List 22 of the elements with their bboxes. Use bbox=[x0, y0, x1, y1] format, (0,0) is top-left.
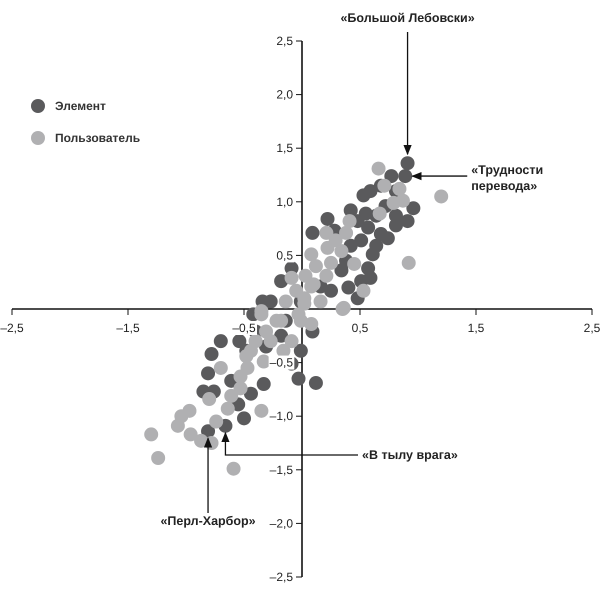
y-tick-label: –1,0 bbox=[270, 409, 294, 424]
annotation: «Большой Лебовски» bbox=[340, 11, 475, 25]
y-tick-label: –0,5 bbox=[270, 356, 294, 370]
y-tick-label: –1,5 bbox=[270, 462, 294, 477]
legend-label: Элемент bbox=[55, 99, 106, 113]
y-tick-label: 1,0 bbox=[276, 194, 294, 209]
y-tick-label: 2,5 bbox=[276, 34, 294, 48]
x-tick-label: –0,5 bbox=[232, 321, 256, 335]
x-tick-label: 2,5 bbox=[584, 321, 600, 335]
x-tick-label: –1,5 bbox=[116, 321, 140, 335]
y-tick-label: 1,5 bbox=[276, 141, 294, 156]
y-tick-label: –2,0 bbox=[270, 516, 294, 530]
x-tick-label: –2,5 bbox=[0, 321, 24, 335]
y-tick-label: 2,0 bbox=[276, 88, 294, 102]
annotation: «Перл-Харбор» bbox=[160, 514, 256, 528]
annotation: «Трудности перевода» bbox=[471, 163, 544, 194]
y-tick-label: 0,5 bbox=[276, 248, 294, 262]
y-tick-label: –2,5 bbox=[270, 570, 294, 584]
annotation: «В тылу врага» bbox=[362, 448, 458, 462]
x-tick-label: 1,5 bbox=[468, 321, 485, 335]
legend-label: Пользователь bbox=[55, 131, 140, 145]
x-tick-label: 0,5 bbox=[352, 321, 369, 335]
